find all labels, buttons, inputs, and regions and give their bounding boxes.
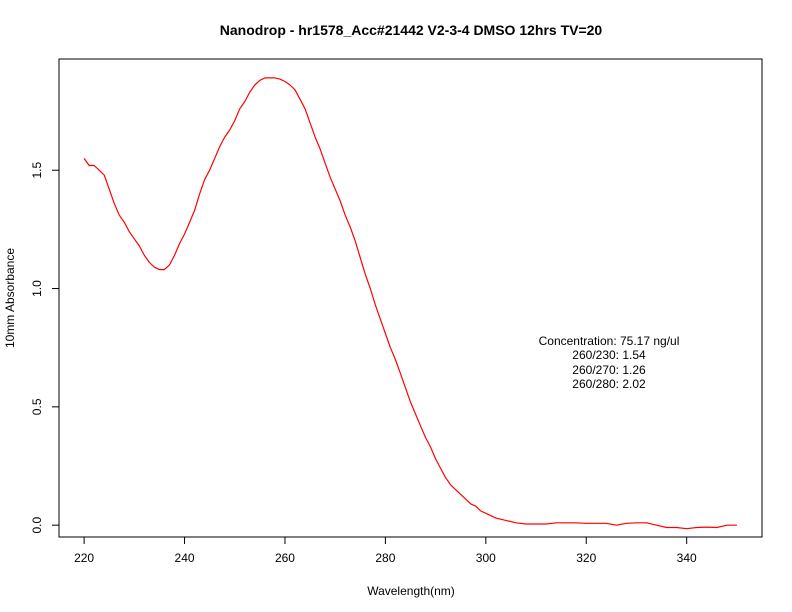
- x-tick-label: 240: [175, 551, 195, 565]
- annotation-concentration: Concentration: 75.17 ng/ul: [539, 334, 680, 348]
- y-tick-label: 1.0: [30, 280, 44, 297]
- x-tick-label: 220: [74, 551, 94, 565]
- y-axis-label: 10mm Absorbance: [3, 248, 17, 348]
- series-line-0: [83, 77, 737, 530]
- chart-title: Nanodrop - hr1578_Acc#21442 V2-3-4 DMSO …: [220, 22, 603, 38]
- annotation-block: Concentration: 75.17 ng/ul 260/230: 1.54…: [539, 334, 680, 391]
- x-axis-label: Wavelength(nm): [367, 584, 455, 598]
- annotation-260-270: 260/270: 1.26: [572, 363, 646, 377]
- annotation-260-280: 260/280: 2.02: [572, 377, 646, 391]
- x-tick-label: 260: [275, 551, 295, 565]
- y-tick-label: 0.0: [30, 517, 44, 534]
- plot-frame: [58, 58, 763, 538]
- annotation-260-230: 260/230: 1.54: [572, 348, 646, 362]
- x-tick-label: 300: [476, 551, 496, 565]
- x-tick-label: 320: [576, 551, 596, 565]
- x-axis: 220 240 260 280 300 320 340: [74, 536, 697, 565]
- y-axis: 0.0 0.5 1.0 1.5: [30, 162, 60, 534]
- y-tick-label: 1.5: [30, 162, 44, 179]
- x-tick-label: 340: [677, 551, 697, 565]
- y-tick-label: 0.5: [30, 398, 44, 415]
- x-tick-label: 280: [375, 551, 395, 565]
- series-layer: [83, 77, 737, 530]
